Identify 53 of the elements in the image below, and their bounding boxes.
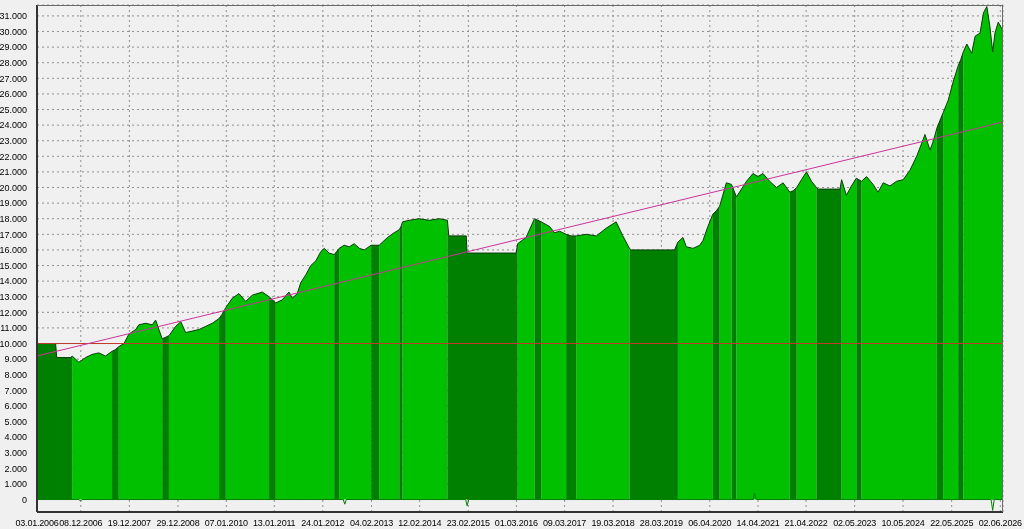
y-tick-label: 18.000 <box>0 213 27 224</box>
y-tick-label: 7.000 <box>4 385 27 396</box>
y-tick-label: 23.000 <box>0 135 27 146</box>
y-tick-label: 3.000 <box>4 447 27 458</box>
x-tick-label: 13.01.2011 <box>253 518 296 529</box>
y-tick-label: 5.000 <box>4 416 27 427</box>
x-tick-label: 19.03.2018 <box>591 518 635 529</box>
x-tick-label: 29.12.2008 <box>156 518 200 529</box>
x-tick-label: 04.02.2013 <box>350 518 394 529</box>
y-tick-label: 22.000 <box>0 151 27 162</box>
y-tick-label: 15.000 <box>0 260 27 271</box>
y-tick-label: 29.000 <box>0 42 27 53</box>
x-tick-label: 09.03.2017 <box>543 518 587 529</box>
x-tick-label: 02.05.2023 <box>833 518 877 529</box>
y-tick-label: 11.000 <box>0 323 27 334</box>
y-tick-label: 28.000 <box>0 57 27 68</box>
x-tick-label: 03.01.2006 <box>15 518 59 529</box>
x-tick-label: 19.12.2007 <box>107 518 152 529</box>
x-tick-label: 28.03.2019 <box>639 518 684 529</box>
y-tick-label: 26.000 <box>0 89 27 100</box>
y-tick-label: 13.000 <box>0 291 27 302</box>
x-tick-label: 06.04.2020 <box>688 518 732 529</box>
x-tick-label: 22.05.2025 <box>930 518 974 529</box>
y-tick-label: 25.000 <box>0 104 27 115</box>
x-tick-label: 08.12.2006 <box>59 518 103 529</box>
y-tick-label: 31.000 <box>0 11 27 22</box>
y-tick-label: 2.000 <box>4 463 27 474</box>
x-tick-label: 23.02.2015 <box>446 518 491 529</box>
x-tick-label: 24.01.2012 <box>301 518 345 529</box>
y-tick-label: 4.000 <box>4 432 27 443</box>
y-tick-label: 12.000 <box>0 307 27 318</box>
y-tick-label: 0 <box>21 494 27 505</box>
y-tick-label: 20.000 <box>0 182 27 193</box>
x-tick-label: 21.04.2022 <box>784 518 828 529</box>
x-tick-label: 14.04.2021 <box>736 518 780 529</box>
y-tick-label: 30.000 <box>0 26 27 37</box>
y-tick-label: 16.000 <box>0 245 27 256</box>
y-tick-label: 14.000 <box>0 276 27 287</box>
y-tick-label: 8.000 <box>4 369 27 380</box>
y-tick-label: 27.000 <box>0 73 27 84</box>
y-tick-label: 1.000 <box>4 479 27 490</box>
y-tick-label: 17.000 <box>0 229 27 240</box>
y-tick-label: 24.000 <box>0 120 27 131</box>
y-tick-label: 9.000 <box>4 354 27 365</box>
y-tick-label: 6.000 <box>4 401 27 412</box>
x-tick-label: 12.02.2014 <box>398 518 442 529</box>
y-tick-label: 21.000 <box>0 167 27 178</box>
x-tick-label: 07.01.2010 <box>204 518 249 529</box>
y-tick-label: 19.000 <box>0 198 27 209</box>
x-tick-label: 10.05.2024 <box>881 518 925 529</box>
y-tick-label: 10.000 <box>0 338 27 349</box>
x-tick-label: 02.06.2026 <box>978 518 1022 529</box>
x-tick-label: 01.03.2016 <box>494 518 539 529</box>
